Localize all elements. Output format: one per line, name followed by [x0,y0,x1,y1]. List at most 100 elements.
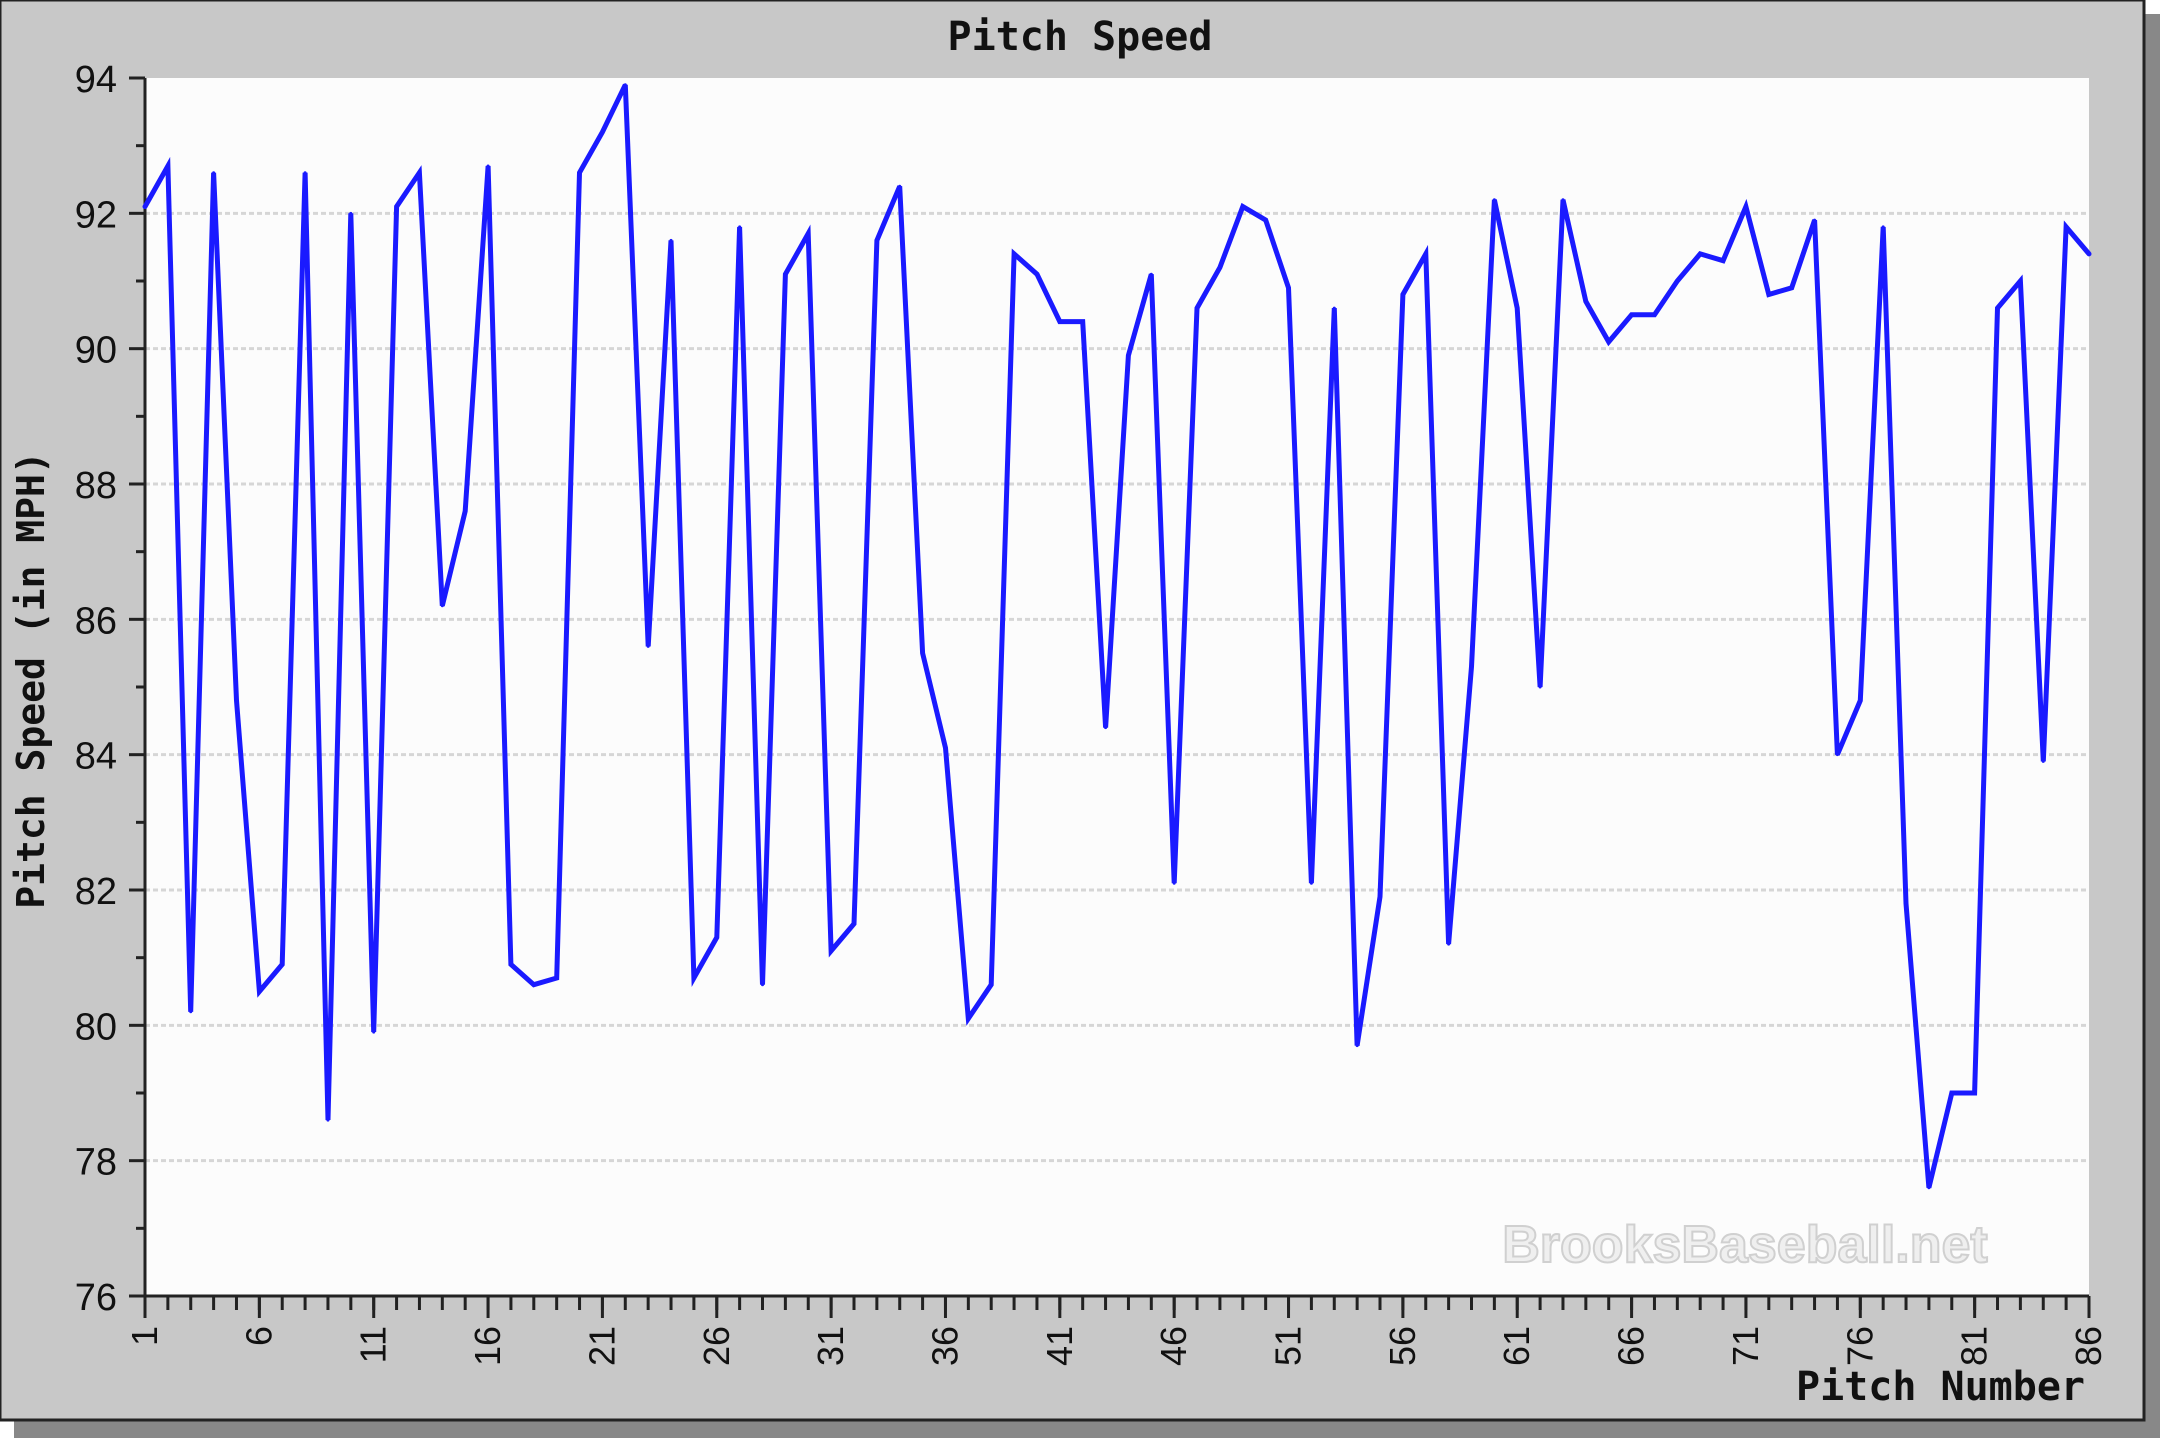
data-point [943,746,947,750]
data-point [1996,306,2000,310]
data-point [280,962,284,966]
data-point [417,171,421,175]
data-point [1355,1044,1359,1048]
data-point [669,238,673,242]
x-tick-label: 16 [467,1326,508,1366]
data-point [2064,225,2068,229]
data-point [600,130,604,134]
y-tick-label: 80 [75,1006,117,1048]
data-point [1058,320,1062,324]
data-point [349,211,353,215]
data-point [257,990,261,993]
data-point [1218,265,1222,269]
data-point [1264,218,1268,222]
data-point [1492,198,1496,202]
data-point [212,171,216,175]
x-tick-label: 56 [1382,1326,1423,1366]
data-point [898,184,902,188]
x-tick-label: 51 [1268,1326,1309,1366]
data-point [509,962,513,966]
data-point [1378,895,1382,899]
data-point [555,976,559,980]
series-line [142,83,2092,1189]
x-tick-label: 6 [238,1326,279,1346]
data-point [1538,685,1542,689]
x-tick-label: 46 [1153,1326,1194,1366]
data-point [143,205,147,209]
x-tick-label: 66 [1611,1326,1652,1366]
data-point [1904,902,1908,906]
data-point [1195,306,1199,310]
x-axis: 1 6 11 16 21 26 31 36 41 46 51 56 61 66 71 76 81 86 [124,1294,2109,1366]
x-tick-label: 76 [1839,1326,1880,1366]
data-point [1104,726,1108,730]
x-tick-label: 26 [696,1326,737,1366]
data-point [1813,218,1817,222]
data-point [326,1118,330,1122]
data-point [463,509,467,513]
data-point [1081,320,1085,324]
data-point [1035,272,1039,276]
data-point [1172,881,1176,885]
data-point [1469,665,1473,669]
data-point [1561,198,1565,202]
x-tick-label: 11 [353,1326,394,1363]
y-tick-label: 88 [75,465,117,507]
data-point [1881,225,1885,229]
data-point [623,83,627,87]
data-point [1424,252,1428,256]
x-tick-label: 41 [1039,1326,1080,1366]
data-point [1675,279,1679,283]
data-point [532,983,536,987]
series-group [142,83,2092,1190]
data-point [1012,252,1016,256]
data-point [829,949,833,953]
data-point [1309,881,1313,885]
data-point [1652,313,1656,317]
y-tick-label: 92 [75,194,117,236]
data-point [783,272,787,276]
data-point [372,1030,376,1034]
x-tick-label: 21 [581,1326,622,1366]
data-point [761,983,765,987]
data-point [852,922,856,926]
data-point [646,644,650,648]
data-point [989,983,993,987]
watermark: BrooksBaseball.net [1502,1216,1988,1274]
data-point [806,232,810,236]
data-point [1790,286,1794,290]
y-tick-label: 94 [75,59,117,101]
x-tick-label: 31 [810,1326,851,1366]
y-tick-label: 78 [75,1142,117,1184]
data-point [2018,279,2022,283]
data-point [692,976,696,980]
data-point [1698,252,1702,256]
data-point [1515,306,1519,310]
data-point [715,935,719,939]
data-point [1767,293,1771,297]
x-tick-label: 81 [1954,1326,1995,1366]
x-tick-label: 36 [924,1326,965,1366]
data-point [1950,1091,1954,1095]
data-point [1401,293,1405,297]
data-point [1858,699,1862,703]
data-point [395,205,399,209]
data-point [2041,759,2045,763]
y-tick-label: 90 [75,330,117,372]
y-tick-label: 84 [75,736,117,778]
data-point [1927,1186,1931,1190]
data-point [1630,313,1634,317]
y-axis: 76 78 80 82 84 86 88 90 92 94 [75,59,147,1319]
data-point [486,164,490,168]
x-tick-label: 86 [2068,1326,2109,1366]
y-tick-label: 82 [75,871,117,913]
y-tick-label: 86 [75,600,117,642]
data-point [303,171,307,175]
data-point [738,225,742,229]
data-point [1607,340,1611,344]
data-point [1744,205,1748,209]
data-point [1241,205,1245,209]
data-point [966,1017,970,1021]
y-axis-label: Pitch Speed (in MPH) [9,451,53,909]
data-point [1332,306,1336,310]
